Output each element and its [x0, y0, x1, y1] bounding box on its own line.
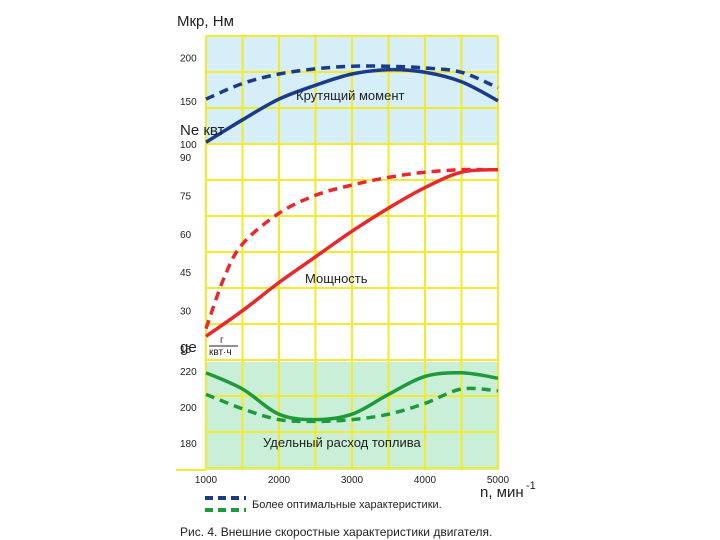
fuel-current-line [205, 370, 499, 422]
torque-current-line [205, 67, 499, 144]
torque-y-tick-label: 150 [180, 97, 197, 108]
fuel-axis-label: ge [180, 339, 197, 356]
x-tick-label: 3000 [341, 475, 364, 486]
legend: Более оптимальные характеристики. [205, 496, 442, 512]
power-optimal-line [204, 167, 484, 330]
fuel-axis-frac-num: г [220, 335, 224, 346]
fuel-y-tick-label: 200 [180, 403, 197, 414]
power-y-tick-label: 15 [180, 345, 192, 356]
x-tick-label: 2000 [268, 475, 291, 486]
grid [176, 35, 499, 471]
x-axis-label: n, мин [480, 484, 524, 501]
fuel-y-tick-label: 220 [180, 367, 197, 378]
power-panel-title: Мощность [305, 271, 368, 286]
x-tick-label: 4000 [414, 475, 437, 486]
series-group: 1000 2000 3000 4000 5000 100 150 200 15 30 45 60 75 9… [180, 54, 510, 486]
fuel-panel-title: Удельный расход топлива [263, 435, 422, 450]
power-y-tick-label: 60 [180, 230, 192, 241]
legend-text: Более оптимальные характеристики. [252, 499, 442, 511]
figure-caption: Рис. 4. Внешние скоростные характеристик… [180, 525, 492, 539]
fuel-y-tick-label: 180 [180, 439, 197, 450]
power-y-tick-label: 90 [180, 153, 192, 164]
power-axis-label: Ne квт [180, 122, 225, 139]
power-y-tick-label: 45 [180, 268, 192, 279]
fuel-axis-frac-den: квт·ч [209, 347, 232, 358]
torque-optimal-line [205, 64, 499, 101]
power-y-tick-label: 75 [180, 191, 192, 202]
power-y-tick-label: 30 [180, 307, 192, 318]
x-axis-label-superscript: -1 [526, 480, 536, 492]
torque-panel-title: Крутящий момент [296, 88, 404, 103]
fuel-optimal-line [205, 386, 499, 424]
x-tick-label: 1000 [195, 475, 218, 486]
torque-y-tick-label: 100 [180, 140, 197, 151]
x-tick-label: 5000 [487, 475, 510, 486]
torque-y-tick-label: 200 [180, 54, 197, 65]
power-current-line [204, 167, 499, 338]
torque-axis-label: Мкр, Нм [177, 13, 234, 30]
